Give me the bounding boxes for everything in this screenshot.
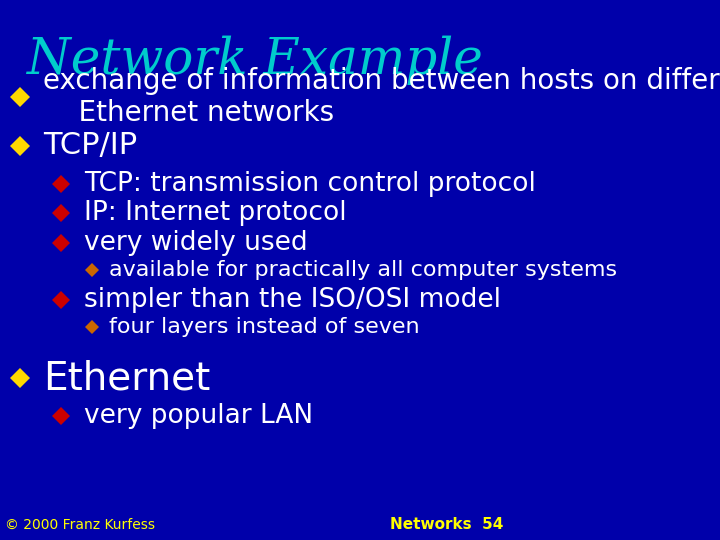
Text: TCP/IP: TCP/IP [43, 131, 138, 160]
Text: Network Example: Network Example [27, 35, 482, 85]
Text: exchange of information between hosts on different
    Ethernet networks: exchange of information between hosts on… [43, 67, 720, 127]
Text: TCP: transmission control protocol: TCP: transmission control protocol [84, 171, 536, 197]
Text: Networks  54: Networks 54 [390, 517, 504, 532]
Text: simpler than the ISO/OSI model: simpler than the ISO/OSI model [84, 287, 501, 313]
Text: four layers instead of seven: four layers instead of seven [109, 316, 420, 337]
Text: available for practically all computer systems: available for practically all computer s… [109, 260, 618, 280]
Text: Ethernet: Ethernet [43, 359, 210, 397]
Text: very popular LAN: very popular LAN [84, 403, 313, 429]
Text: very widely used: very widely used [84, 230, 307, 256]
Text: © 2000 Franz Kurfess: © 2000 Franz Kurfess [5, 518, 155, 532]
Text: IP: Internet protocol: IP: Internet protocol [84, 200, 346, 226]
